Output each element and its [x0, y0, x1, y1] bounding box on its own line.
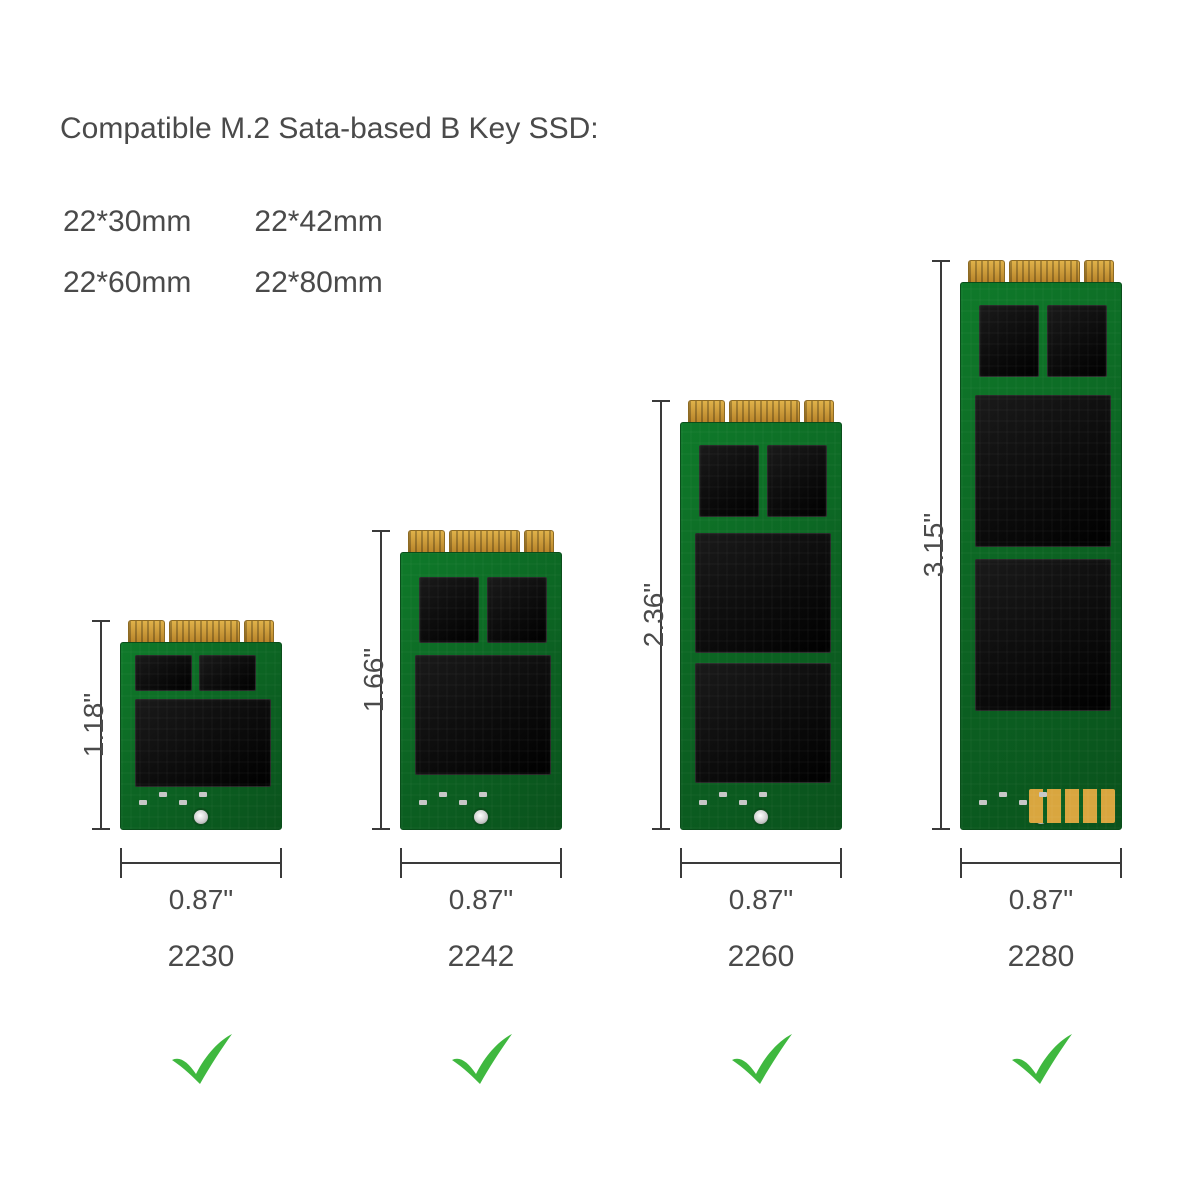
chip [975, 559, 1111, 711]
chip [699, 445, 759, 517]
chip [695, 533, 831, 653]
height-label: 1.18" [78, 693, 110, 757]
ssd-card-2260 [680, 400, 842, 830]
height-dimension: 3.15" [908, 260, 942, 830]
smd [759, 792, 767, 797]
smd [179, 800, 187, 805]
screw-hole [472, 808, 490, 826]
smd [719, 792, 727, 797]
chip [135, 699, 271, 787]
width-label: 0.87" [120, 884, 282, 916]
check-icon [166, 1028, 236, 1088]
chip [1047, 305, 1107, 377]
smd [139, 800, 147, 805]
size-cell: 22*80mm [253, 253, 442, 312]
smd [419, 800, 427, 805]
width-dimension: 0.87" [680, 848, 842, 882]
width-label: 0.87" [960, 884, 1122, 916]
ssd-card-2280 [960, 260, 1122, 830]
edge-connector [408, 530, 554, 552]
chip [415, 655, 551, 775]
height-dimension: 1.18" [68, 620, 102, 830]
smd [479, 792, 487, 797]
width-label: 0.87" [400, 884, 562, 916]
edge-connector [688, 400, 834, 422]
smd [439, 792, 447, 797]
width-label: 0.87" [680, 884, 842, 916]
size-cell: 22*30mm [62, 192, 251, 251]
check-icon [446, 1028, 516, 1088]
title: Compatible M.2 Sata-based B Key SSD: [60, 112, 599, 146]
smd [1039, 792, 1047, 797]
size-cell: 22*42mm [253, 192, 442, 251]
height-label: 3.15" [918, 513, 950, 577]
smd [979, 800, 987, 805]
edge-connector [968, 260, 1114, 282]
pcb [400, 552, 562, 830]
height-label: 1.66" [358, 648, 390, 712]
smd [1019, 800, 1027, 805]
height-dimension: 1.66" [348, 530, 382, 830]
chip [979, 305, 1039, 377]
check-icon [1006, 1028, 1076, 1088]
chip [199, 655, 256, 691]
chip [695, 663, 831, 783]
smd [459, 800, 467, 805]
smd [999, 792, 1007, 797]
chip [487, 577, 547, 643]
width-dimension: 0.87" [120, 848, 282, 882]
smd [739, 800, 747, 805]
gold-pads [1029, 789, 1115, 823]
chip [135, 655, 192, 691]
chip [767, 445, 827, 517]
smd [699, 800, 707, 805]
check-icon [726, 1028, 796, 1088]
edge-connector [128, 620, 274, 642]
chip [419, 577, 479, 643]
type-label: 2260 [681, 940, 841, 974]
width-dimension: 0.87" [960, 848, 1122, 882]
smd [199, 792, 207, 797]
screw-hole [752, 808, 770, 826]
size-list: 22*30mm 22*42mm 22*60mm 22*80mm [60, 190, 445, 314]
height-dimension: 2.36" [628, 400, 662, 830]
height-label: 2.36" [638, 583, 670, 647]
pcb [960, 282, 1122, 830]
ssd-card-2242 [400, 530, 562, 830]
pcb [120, 642, 282, 830]
pcb [680, 422, 842, 830]
type-label: 2230 [121, 940, 281, 974]
type-label: 2242 [401, 940, 561, 974]
smd [159, 792, 167, 797]
type-label: 2280 [961, 940, 1121, 974]
screw-hole [1032, 808, 1050, 826]
size-cell: 22*60mm [62, 253, 251, 312]
width-dimension: 0.87" [400, 848, 562, 882]
screw-hole [192, 808, 210, 826]
ssd-card-2230 [120, 620, 282, 830]
chip [975, 395, 1111, 547]
